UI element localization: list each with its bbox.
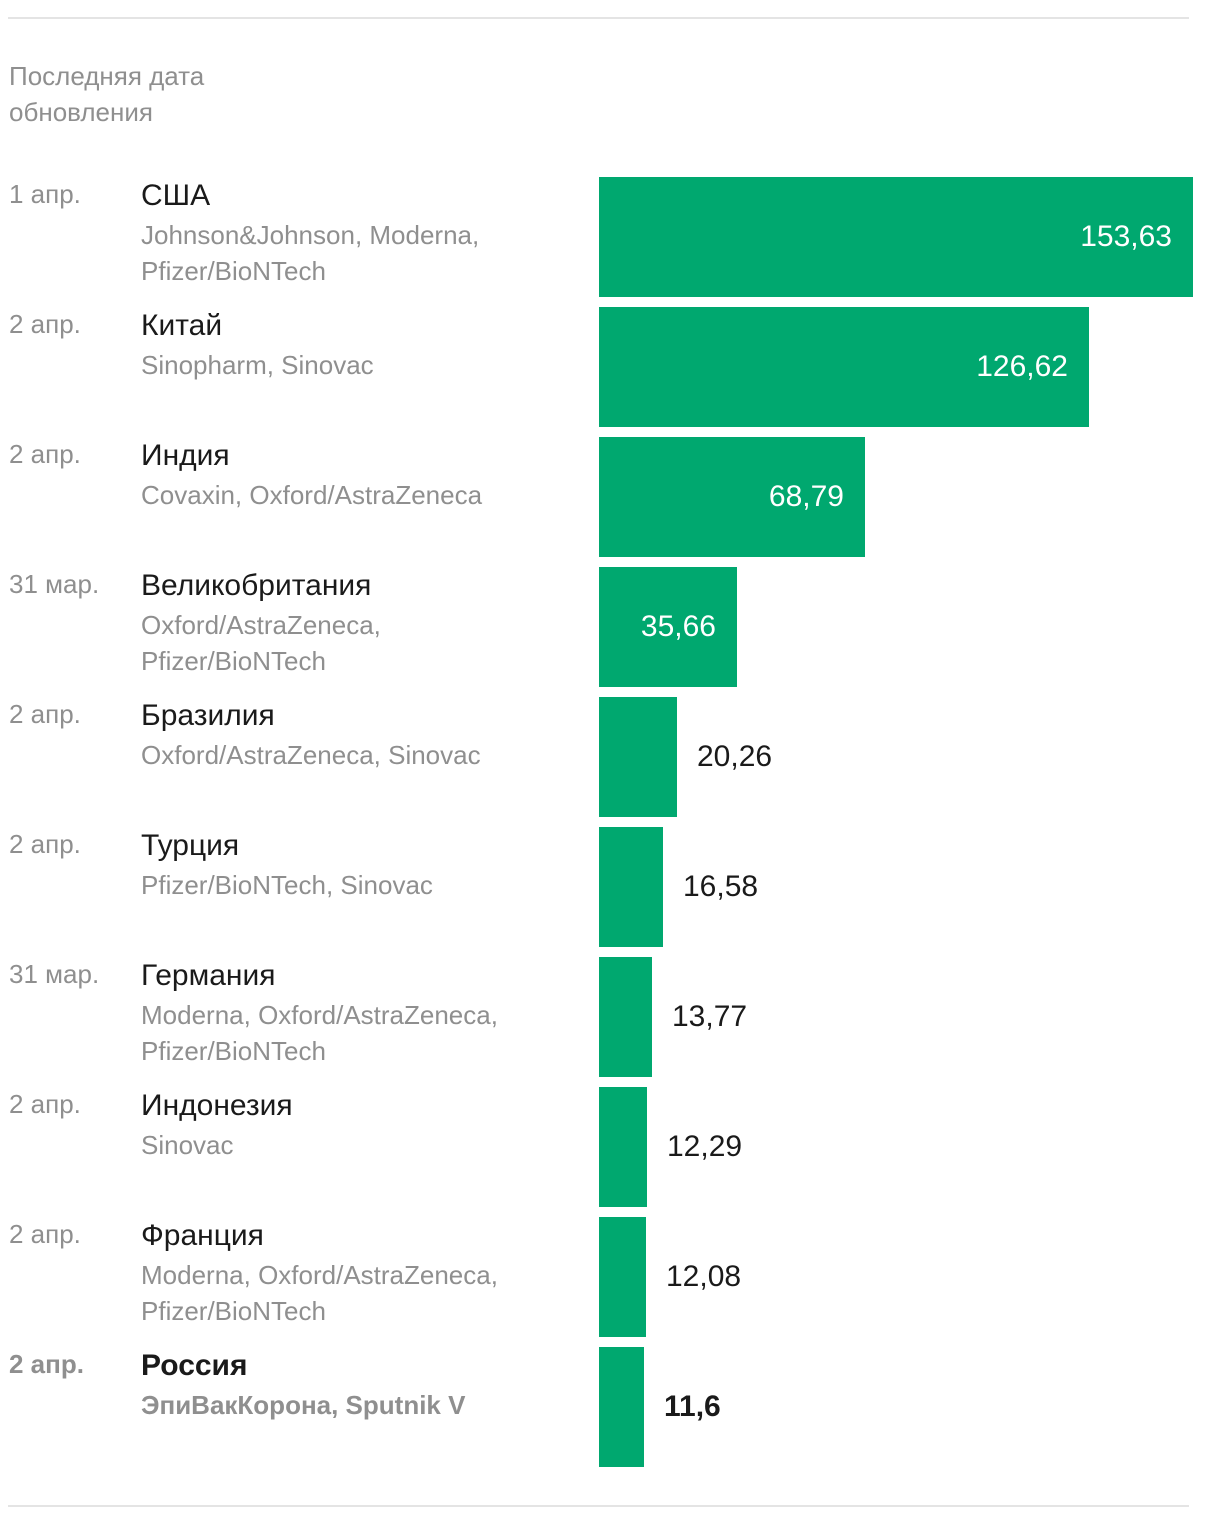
vaccine-list: Sinovac	[141, 1130, 234, 1160]
bar	[599, 177, 1193, 297]
update-date: 31 мар.	[9, 959, 100, 989]
bar-row: 2 апр. Франция Moderna, Oxford/AstraZeneca…	[0, 1217, 1219, 1337]
bar	[599, 697, 677, 817]
country-label: Турция	[141, 829, 240, 862]
bar	[599, 1087, 647, 1207]
bar-row: 2 апр. Россия ЭпиВакКорона, Sputnik V 11,6	[0, 1347, 1219, 1467]
country-label: Бразилия	[141, 699, 275, 732]
update-date: 31 мар.	[9, 569, 100, 599]
bar-value-label: 12,29	[667, 1130, 743, 1163]
vaccine-list: Johnson&Johnson, Moderna, Pfizer/BioNTec…	[141, 220, 480, 286]
bar	[599, 437, 865, 557]
bar-value-label: 68,79	[768, 480, 844, 513]
country-label: Франция	[141, 1219, 264, 1252]
date-column-header: Последняя дата обновления	[9, 61, 205, 127]
bar-row: 31 мар. Германия Moderna, Oxford/AstraZene…	[0, 957, 1219, 1077]
bar	[599, 307, 1089, 427]
vaccine-list: Pfizer/BioNTech, Sinovac	[141, 870, 433, 900]
bar-row: 2 апр. Китай Sinopharm, Sinovac 126,62	[0, 307, 1219, 427]
vaccine-list: Moderna, Oxford/AstraZeneca, Pfizer/BioN…	[141, 1260, 498, 1326]
update-date: 2 апр.	[9, 829, 81, 859]
vaccine-list: Moderna, Oxford/AstraZeneca, Pfizer/BioN…	[141, 1000, 498, 1066]
bar-row: 31 мар. Великобритания Oxford/AstraZeneca,…	[0, 567, 1219, 687]
vaccine-list: ЭпиВакКорона, Sputnik V	[141, 1390, 466, 1420]
bar-row: 2 апр. Турция Pfizer/BioNTech, Sinovac 16,5…	[0, 827, 1219, 947]
update-date: 2 апр.	[9, 439, 81, 469]
update-date: 2 апр.	[9, 1349, 84, 1379]
bar-value-label: 20,26	[697, 740, 773, 773]
bar	[599, 1347, 644, 1467]
bar-value-label: 16,58	[683, 870, 759, 903]
update-date: 2 апр.	[9, 1219, 81, 1249]
vaccine-list: Oxford/AstraZeneca, Sinovac	[141, 740, 481, 770]
bar-row: 2 апр. Индия Covaxin, Oxford/AstraZeneca 68…	[0, 437, 1219, 557]
country-label: США	[141, 179, 211, 212]
country-label: Германия	[141, 959, 276, 992]
bar	[599, 827, 663, 947]
bar-value-label: 153,63	[1080, 220, 1172, 253]
bottom-divider	[8, 1505, 1189, 1507]
bar-value-label: 35,66	[640, 610, 716, 643]
top-divider	[8, 17, 1189, 19]
bar-value-label: 12,08	[666, 1260, 742, 1293]
bar	[599, 567, 737, 687]
country-label: Индонезия	[141, 1089, 293, 1122]
bar-row: 2 апр. Индонезия Sinovac 12,29	[0, 1087, 1219, 1207]
update-date: 1 апр.	[9, 179, 81, 209]
country-label: Китай	[141, 309, 223, 342]
vaccine-list: Covaxin, Oxford/AstraZeneca	[141, 480, 483, 510]
bar-value-label: 13,77	[672, 1000, 748, 1033]
bar-value-label: 11,6	[664, 1390, 721, 1423]
update-date: 2 апр.	[9, 699, 81, 729]
country-label: Великобритания	[141, 569, 372, 602]
country-label: Индия	[141, 439, 230, 472]
update-date: 2 апр.	[9, 1089, 81, 1119]
bar-row: 1 апр. США Johnson&Johnson, Moderna, Pfize…	[0, 177, 1219, 297]
update-date: 2 апр.	[9, 309, 81, 339]
vaccine-list: Oxford/AstraZeneca, Pfizer/BioNTech	[141, 610, 381, 676]
country-label: Россия	[141, 1349, 248, 1382]
bar	[599, 1217, 646, 1337]
bar	[599, 957, 652, 1077]
bar-row: 2 апр. Бразилия Oxford/AstraZeneca, Sinova…	[0, 697, 1219, 817]
vaccine-list: Sinopharm, Sinovac	[141, 350, 374, 380]
bar-value-label: 126,62	[976, 350, 1068, 383]
